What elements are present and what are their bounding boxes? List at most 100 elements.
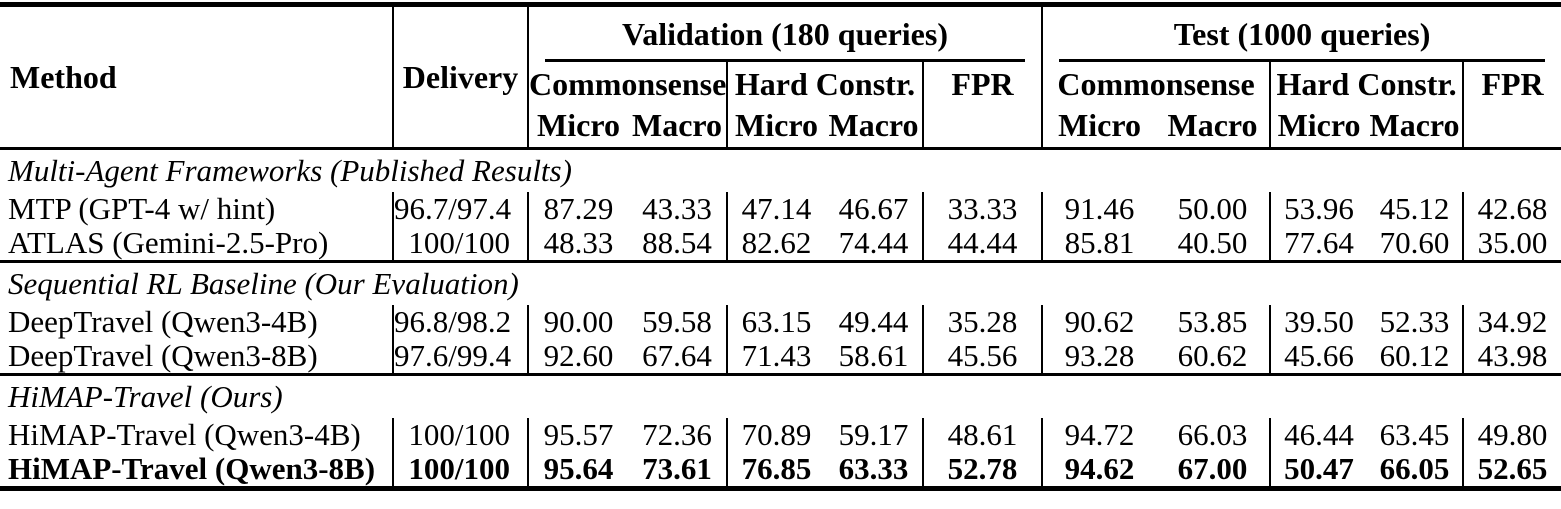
cell-test-fpr: 34.92 — [1462, 305, 1561, 339]
cell-val-hc-micro: 63.15 — [726, 305, 825, 339]
cell-test-hc-micro: 39.50 — [1269, 305, 1368, 339]
cell-val-cs-macro: 59.58 — [642, 305, 712, 339]
cell-val-fpr: 45.56 — [921, 339, 1043, 375]
cell-test-fpr: 43.98 — [1462, 339, 1561, 375]
cell-test-cs-micro: 94.72 — [1041, 418, 1157, 452]
cell-test-hc-micro: 53.96 — [1269, 192, 1368, 226]
cell-test-hc-macro: 70.60 — [1379, 226, 1450, 260]
section-header-row: Sequential RL Baseline (Our Evaluation) — [0, 262, 1561, 306]
cell-val-cs-micro: 92.60 — [527, 339, 628, 375]
table-row-deeptravel-8b: DeepTravel (Qwen3-8B) 97.6/99.4 92.60 67… — [0, 339, 1561, 375]
section-title: HiMAP-Travel (Ours) — [8, 379, 283, 414]
cell-val-hc-micro: 76.85 — [726, 452, 825, 489]
column-header-delivery: Delivery — [392, 4, 528, 149]
column-group-validation: Validation (180 queries) — [526, 4, 1043, 62]
column-header-val-hc-macro: Macro — [828, 107, 919, 143]
cell-test-cs-macro: 53.85 — [1177, 305, 1248, 339]
cell-delivery: 97.6/99.4 — [392, 339, 528, 375]
cell-test-cs-micro: 91.46 — [1041, 192, 1157, 226]
cell-val-fpr: 33.33 — [921, 192, 1043, 226]
cell-val-cs-micro: 90.00 — [527, 305, 628, 339]
cell-test-hc-macro: 60.12 — [1379, 339, 1450, 373]
cell-test-fpr: 52.65 — [1462, 452, 1561, 489]
cell-val-hc-micro: 82.62 — [726, 226, 825, 262]
cell-test-hc-macro: 63.45 — [1379, 418, 1450, 452]
cell-val-hc-macro: 63.33 — [838, 452, 909, 486]
cell-delivery: 96.7/97.4 — [392, 192, 528, 226]
cell-val-hc-micro: 71.43 — [726, 339, 825, 375]
column-header-test-fpr: FPR — [1462, 62, 1561, 149]
column-group-validation-label: Validation (180 queries) — [545, 7, 1026, 62]
cell-val-cs-micro: 87.29 — [527, 192, 628, 226]
cell-val-hc-macro: 59.17 — [838, 418, 909, 452]
cell-test-cs-micro: 90.62 — [1041, 305, 1157, 339]
table-row-atlas: ATLAS (Gemini-2.5-Pro) 100/100 48.33 88.… — [0, 226, 1561, 262]
table-row-mtp: MTP (GPT-4 w/ hint) 96.7/97.4 87.29 43.3… — [0, 192, 1561, 226]
cell-test-hc-macro: 45.12 — [1379, 192, 1450, 226]
cell-val-hc-macro: 49.44 — [838, 305, 909, 339]
cell-test-cs-macro: 60.62 — [1177, 339, 1248, 373]
section-sequential-rl-baseline: Sequential RL Baseline (Our Evaluation) … — [0, 261, 1561, 375]
column-header-val-hc-micro: Micro — [726, 107, 825, 149]
cell-val-cs-micro: 48.33 — [527, 226, 628, 262]
cell-test-cs-macro: 67.00 — [1177, 452, 1248, 486]
table-header: Method Delivery Validation (180 queries)… — [0, 4, 1561, 149]
cell-test-cs-micro: 94.62 — [1041, 452, 1157, 489]
cell-method: MTP (GPT-4 w/ hint) — [8, 192, 276, 226]
header-group-row: Method Delivery Validation (180 queries)… — [0, 4, 1561, 149]
header-subgroup-row: Commonsense Hard Constr. FPR Commonsense… — [0, 62, 1561, 149]
cell-test-cs-macro: 50.00 — [1177, 192, 1248, 226]
results-table: Method Delivery Validation (180 queries)… — [0, 2, 1561, 491]
column-header-val-fpr: FPR — [921, 62, 1043, 149]
cell-method: HiMAP-Travel (Qwen3-8B) — [8, 452, 376, 486]
column-header-test-hard-constr: Hard Constr. — [1269, 62, 1464, 107]
cell-test-cs-micro: 85.81 — [1041, 226, 1157, 262]
section-multi-agent-frameworks: Multi-Agent Frameworks (Published Result… — [0, 148, 1561, 262]
cell-method: DeepTravel (Qwen3-4B) — [8, 305, 318, 339]
column-header-val-commonsense: Commonsense — [527, 62, 727, 107]
cell-val-hc-macro: 46.67 — [838, 192, 909, 226]
section-title: Multi-Agent Frameworks (Published Result… — [8, 153, 572, 188]
cell-delivery: 100/100 — [392, 226, 528, 262]
cell-val-fpr: 44.44 — [921, 226, 1043, 262]
column-header-test-hc-micro: Micro — [1269, 107, 1368, 149]
cell-test-hc-macro: 66.05 — [1379, 452, 1450, 486]
section-header-row: HiMAP-Travel (Ours) — [0, 375, 1561, 419]
table-row-himap-8b: HiMAP-Travel (Qwen3-8B) 100/100 95.64 73… — [0, 452, 1561, 489]
cell-method: ATLAS (Gemini-2.5-Pro) — [8, 226, 329, 260]
cell-val-cs-macro: 72.36 — [642, 418, 712, 452]
column-header-test-commonsense: Commonsense — [1041, 62, 1271, 107]
cell-method: DeepTravel (Qwen3-8B) — [8, 339, 318, 373]
cell-test-cs-macro: 66.03 — [1177, 418, 1248, 452]
cell-delivery: 96.8/98.2 — [392, 305, 528, 339]
cell-test-hc-macro: 52.33 — [1379, 305, 1450, 339]
table-row-himap-4b: HiMAP-Travel (Qwen3-4B) 100/100 95.57 72… — [0, 418, 1561, 452]
cell-test-fpr: 49.80 — [1462, 418, 1561, 452]
section-himap-travel: HiMAP-Travel (Ours) HiMAP-Travel (Qwen3-… — [0, 374, 1561, 489]
cell-val-cs-macro: 88.54 — [642, 226, 712, 260]
cell-val-hc-macro: 58.61 — [838, 339, 909, 373]
cell-val-hc-micro: 47.14 — [726, 192, 825, 226]
column-header-val-cs-micro: Micro — [527, 107, 628, 149]
cell-test-fpr: 35.00 — [1462, 226, 1561, 262]
cell-test-cs-macro: 40.50 — [1177, 226, 1248, 260]
header-metric-row: Micro Macro Micro Macro Micro Macro Micr… — [0, 107, 1561, 149]
cell-val-hc-macro: 74.44 — [838, 226, 909, 260]
cell-val-cs-macro: 67.64 — [642, 339, 712, 373]
column-header-test-hc-macro: Macro — [1369, 107, 1460, 143]
section-title: Sequential RL Baseline (Our Evaluation) — [8, 266, 519, 301]
column-group-test: Test (1000 queries) — [1041, 4, 1561, 62]
cell-test-fpr: 42.68 — [1462, 192, 1561, 226]
cell-test-cs-micro: 93.28 — [1041, 339, 1157, 375]
cell-delivery: 100/100 — [392, 452, 528, 489]
column-header-test-cs-micro: Micro — [1041, 107, 1157, 149]
cell-test-hc-micro: 46.44 — [1269, 418, 1368, 452]
column-group-test-label: Test (1000 queries) — [1059, 7, 1546, 62]
cell-test-hc-micro: 77.64 — [1269, 226, 1368, 262]
cell-test-hc-micro: 45.66 — [1269, 339, 1368, 375]
cell-val-cs-micro: 95.64 — [527, 452, 628, 489]
cell-val-fpr: 52.78 — [921, 452, 1043, 489]
column-header-val-cs-macro: Macro — [631, 107, 723, 143]
column-header-method: Method — [10, 58, 117, 95]
cell-val-fpr: 48.61 — [921, 418, 1043, 452]
